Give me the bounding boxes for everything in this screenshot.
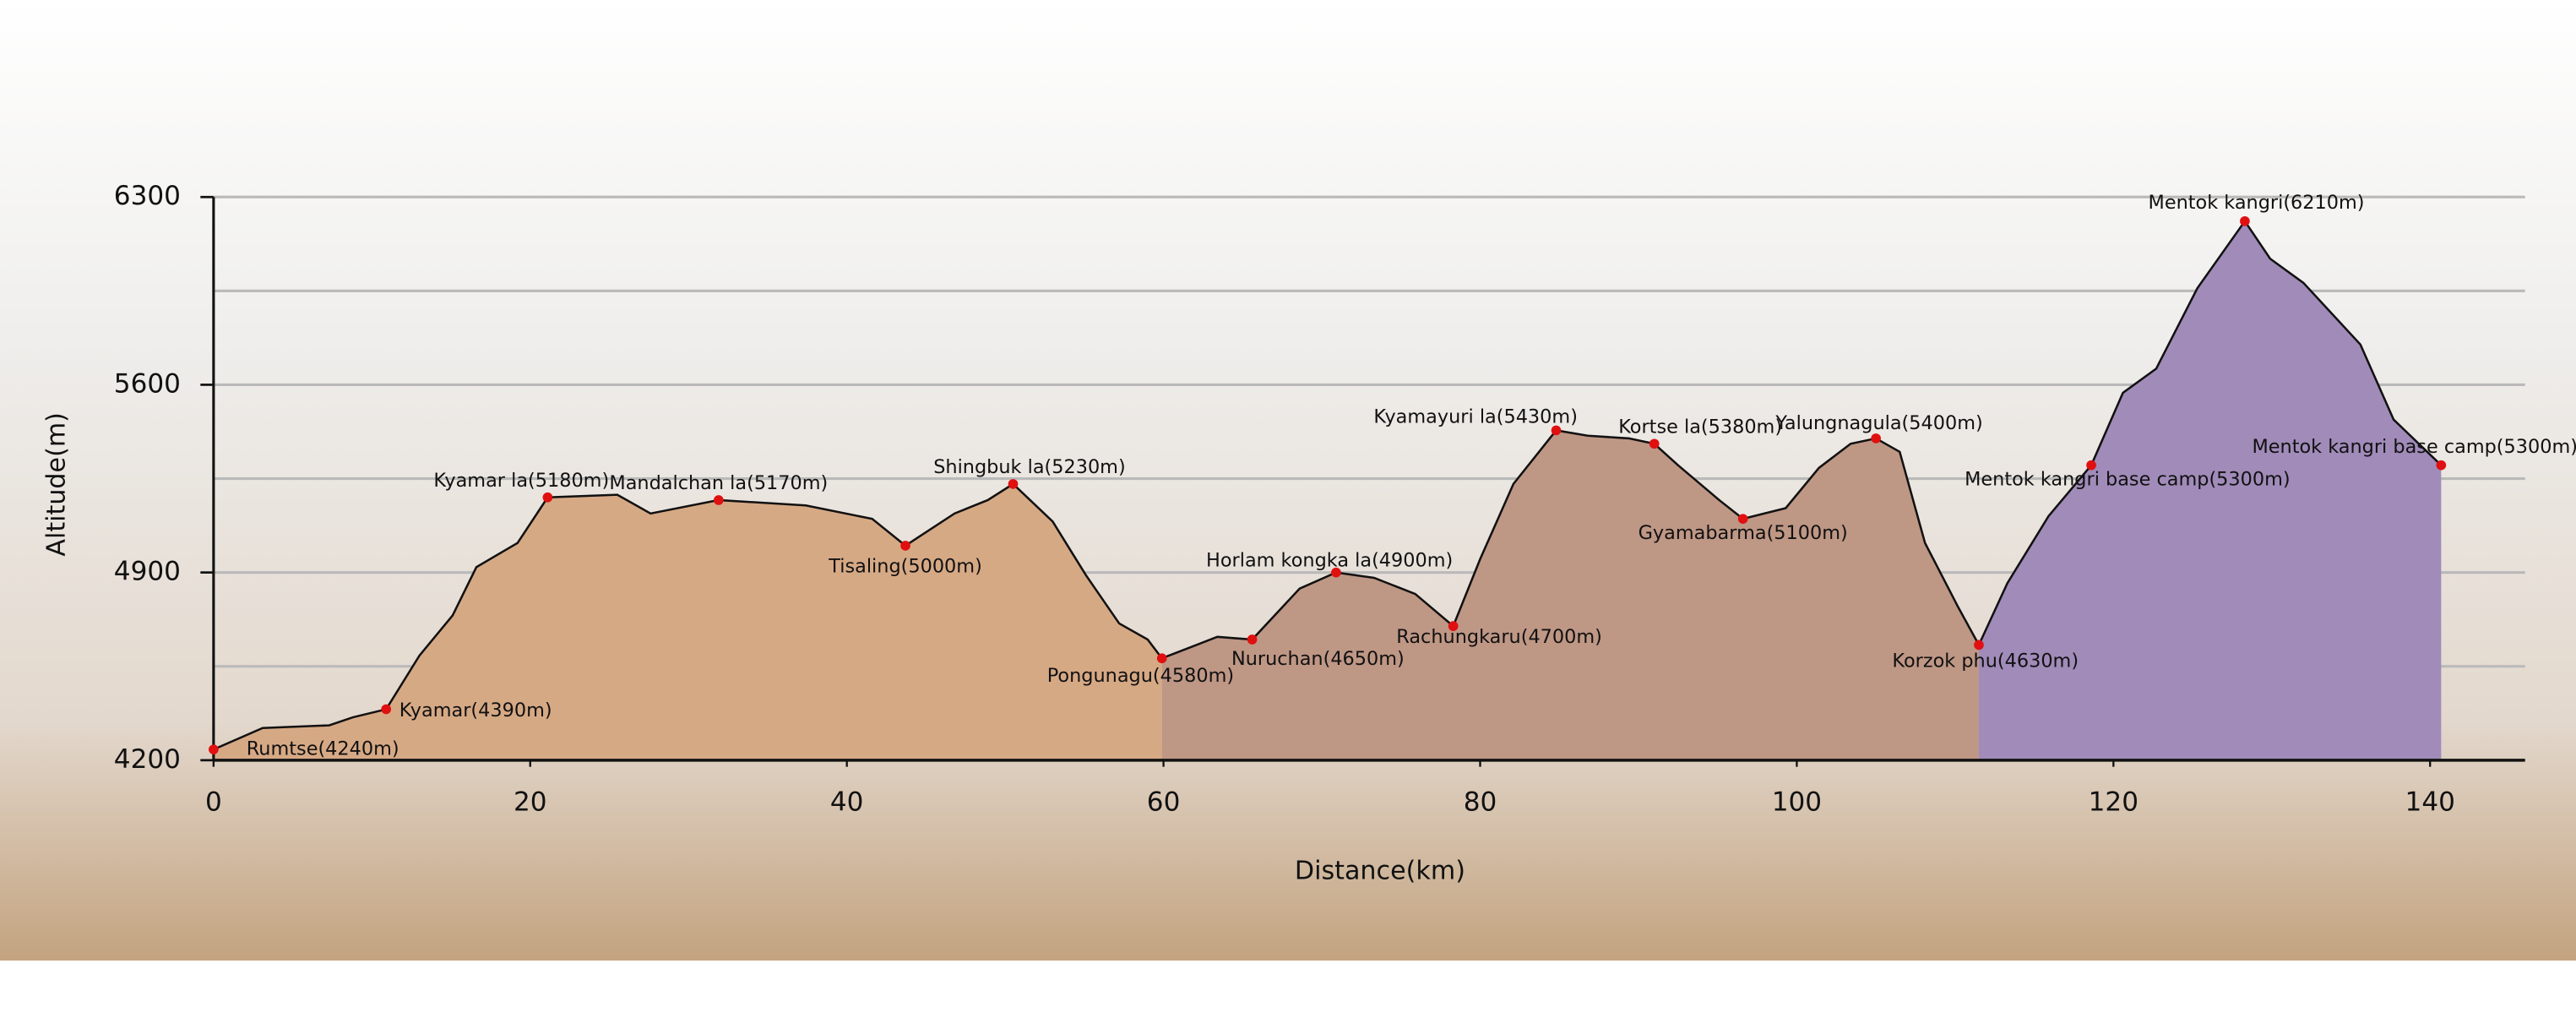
x-tick-label: 40 [830,787,864,817]
y-tick-label: 5600 [114,368,181,399]
point-label: Yalungnagula(5400m) [1774,412,1982,434]
y-tick-label: 6300 [114,181,181,211]
point-label: Nuruchan(4650m) [1231,648,1405,670]
point-label: Rachungkaru(4700m) [1396,626,1602,648]
area-fill [213,483,1162,760]
point-marker [2240,215,2250,226]
x-tick-label: 20 [514,787,547,817]
profile-line [1977,219,2443,645]
point-marker [1974,640,1984,651]
point-marker [1551,425,1562,436]
point-label: Kyamar la(5180m) [433,470,609,492]
point-label: Kyamayuri la(5430m) [1373,406,1578,427]
y-tick-label: 4200 [114,744,181,775]
x-tick-label: 80 [1464,787,1497,817]
x-axis-title: Distance(km) [1295,857,1465,886]
point-marker [209,744,219,754]
point-label: Horlam kongka la(4900m) [1206,550,1453,572]
point-label: Mandalchan la(5170m) [609,472,828,494]
point-label: Kyamar(4390m) [399,700,552,721]
point-label: Korzok phu(4630m) [1892,650,2079,672]
point-label: Pongunagu(4580m) [1047,665,1234,687]
y-tick-label: 4900 [114,557,181,587]
point-label: Kortse la(5380m) [1618,416,1782,438]
point-marker [2086,460,2096,471]
point-marker [381,704,392,715]
point-label: Tisaling(5000m) [828,556,982,578]
point-marker [1871,433,1881,444]
point-marker [1008,479,1019,489]
x-tick-label: 100 [1772,787,1822,817]
point-marker [714,495,724,505]
areas [213,219,2443,760]
x-tick-label: 140 [2405,787,2455,817]
y-axis-title: Altitude(m) [42,412,72,557]
area-fill [1978,220,2442,760]
point-marker [900,541,910,551]
area-fill [1161,430,1979,760]
point-label: Mentok kangri base camp(5300m) [2252,436,2576,458]
point-label: Mentok kangri(6210m) [2149,192,2365,214]
point-marker [1737,514,1748,524]
point-marker [1448,621,1459,631]
x-tick-label: 0 [205,787,222,817]
point-label: Mentok kangri base camp(5300m) [1965,469,2291,491]
point-marker [542,492,553,503]
point-marker [1649,438,1660,449]
x-tick-label: 60 [1147,787,1181,817]
x-tick-label: 120 [2089,787,2139,817]
point-label: Rumtse(4240m) [247,738,399,760]
point-marker [1331,567,1341,578]
points: Rumtse(4240m)Kyamar(4390m) Kyamar la(5180… [209,192,2576,760]
axes: 4200 4900 5600 6300 0 20 40 60 80 100 120 140 [114,181,2525,817]
point-marker [2436,460,2447,471]
point-label: Shingbuk la(5230m) [933,456,1126,478]
point-label: Gyamabarma(5100m) [1639,522,1848,544]
point-marker [1247,634,1258,645]
profile-line [213,482,1163,751]
point-marker [1156,653,1167,664]
